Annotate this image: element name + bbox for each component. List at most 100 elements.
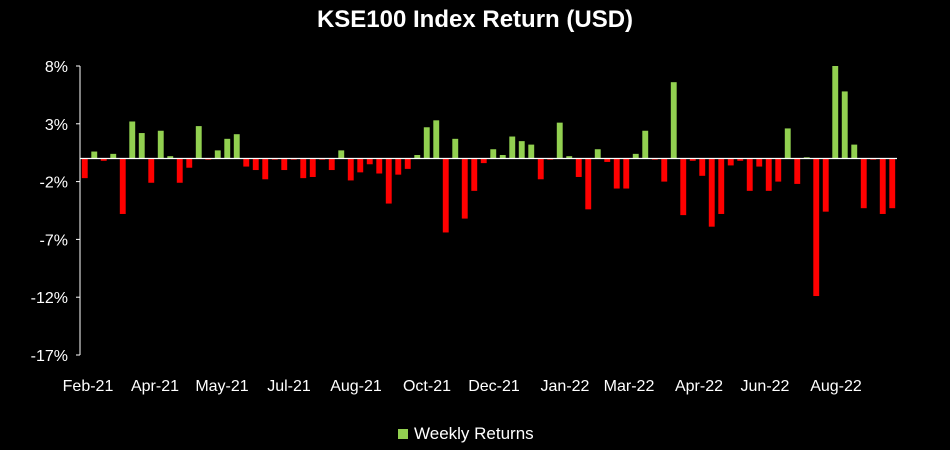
bar (233, 134, 240, 159)
bar (262, 158, 269, 180)
y-tick-label: -17% (31, 348, 68, 365)
bar (623, 158, 630, 189)
y-axis: 8% 3% -2% -7% -12% -17% (31, 59, 81, 365)
bar (689, 158, 696, 161)
x-tick-label: Dec-21 (468, 378, 520, 395)
bar (442, 158, 449, 233)
x-tick-label: Aug-22 (810, 378, 862, 395)
bar (699, 158, 706, 176)
y-tick-label: -12% (31, 290, 68, 307)
bar (765, 158, 772, 191)
chart-title: KSE100 Index Return (USD) (316, 6, 634, 33)
x-tick-label: Apr-21 (131, 378, 179, 395)
bar (338, 150, 345, 159)
bar (860, 158, 867, 209)
bar (889, 158, 896, 209)
bar (309, 158, 316, 177)
bar (661, 158, 668, 182)
bar (499, 155, 506, 159)
bar (433, 120, 440, 159)
bar (490, 149, 497, 159)
bar (575, 158, 582, 177)
bar (119, 158, 126, 214)
bar (613, 158, 620, 189)
legend-swatch (398, 429, 408, 439)
bar (157, 130, 164, 159)
bar (100, 158, 107, 161)
bar (879, 158, 886, 214)
y-tick-label: -7% (40, 232, 68, 249)
bar (509, 136, 516, 159)
bars (80, 66, 897, 297)
bar (794, 158, 801, 184)
x-tick-label: Jan-22 (541, 378, 590, 395)
bar (404, 158, 411, 169)
y-tick-label: 8% (45, 59, 68, 76)
bar (822, 158, 829, 212)
legend: Weekly Returns (398, 424, 534, 444)
bar (480, 158, 487, 164)
bar (376, 158, 383, 174)
bar (556, 122, 563, 159)
bar (243, 158, 250, 167)
bar (452, 138, 459, 159)
bar (632, 153, 639, 159)
bar (281, 158, 288, 171)
bar (746, 158, 753, 191)
x-tick-label: Jun-22 (741, 378, 790, 395)
y-tick-label: -2% (40, 175, 68, 192)
bar (395, 158, 402, 175)
bar (680, 158, 687, 216)
bar (385, 158, 392, 204)
bar (737, 158, 744, 161)
bar (585, 158, 592, 210)
bar (471, 158, 478, 191)
bar (784, 128, 791, 159)
bar (138, 133, 145, 159)
x-tick-label: Aug-21 (330, 378, 382, 395)
bar (110, 153, 117, 159)
bar (604, 158, 611, 162)
bar (300, 158, 307, 179)
bar (642, 130, 649, 159)
bar (832, 66, 839, 159)
legend-label: Weekly Returns (414, 424, 534, 443)
bar (594, 149, 601, 159)
bar (167, 156, 174, 159)
bar (414, 155, 421, 159)
x-tick-label: Jul-21 (267, 378, 311, 395)
bar (81, 158, 88, 179)
bar (357, 158, 364, 173)
x-tick-label: Feb-21 (63, 378, 114, 395)
y-tick-label: 3% (45, 117, 68, 134)
bar (708, 158, 715, 227)
bar (670, 82, 677, 159)
bar (528, 144, 535, 159)
bar (566, 156, 573, 159)
bar (813, 158, 820, 297)
bar (176, 158, 183, 183)
bar (186, 158, 193, 168)
x-axis: Feb-21 Apr-21 May-21 Jul-21 Aug-21 Oct-21 Dec-… (63, 378, 862, 395)
bar (366, 158, 373, 165)
bar (91, 151, 98, 159)
bar (214, 150, 221, 159)
bar (841, 91, 848, 159)
bar (756, 158, 763, 167)
bar (423, 127, 430, 159)
x-tick-label: Oct-21 (403, 378, 451, 395)
bar (775, 158, 782, 182)
bar (537, 158, 544, 180)
bar (851, 144, 858, 159)
bar (718, 158, 725, 214)
bar (461, 158, 468, 219)
bar (347, 158, 354, 181)
bar (195, 126, 202, 159)
bar (129, 121, 136, 159)
bar (518, 141, 525, 159)
x-tick-label: Mar-22 (604, 378, 655, 395)
bar (252, 158, 259, 171)
bar (148, 158, 155, 183)
